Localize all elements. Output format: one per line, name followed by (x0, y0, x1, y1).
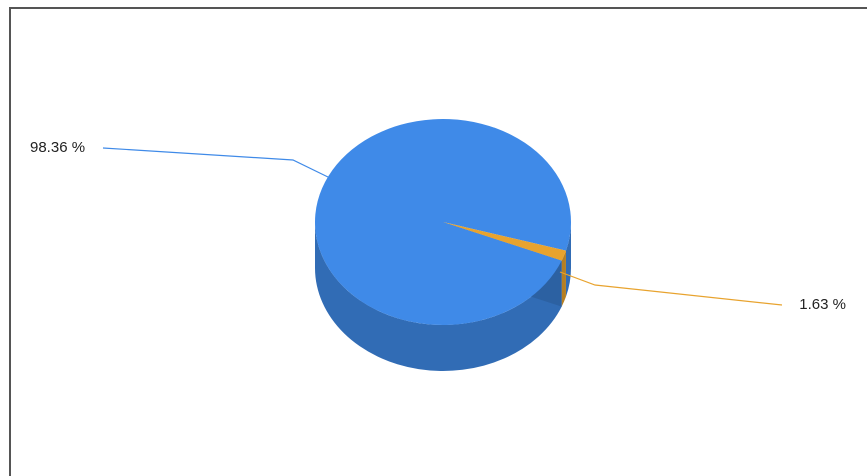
data-label: 98.36 % (30, 139, 85, 156)
data-label: 1.63 % (799, 296, 846, 313)
pie-slice-side (565, 222, 571, 297)
leader-line (559, 271, 783, 306)
leader-line (102, 147, 331, 179)
pie-slice-side (561, 250, 566, 307)
pie-slice (443, 222, 566, 261)
pie-slice-side (315, 222, 562, 371)
pie-slice (315, 118, 572, 325)
